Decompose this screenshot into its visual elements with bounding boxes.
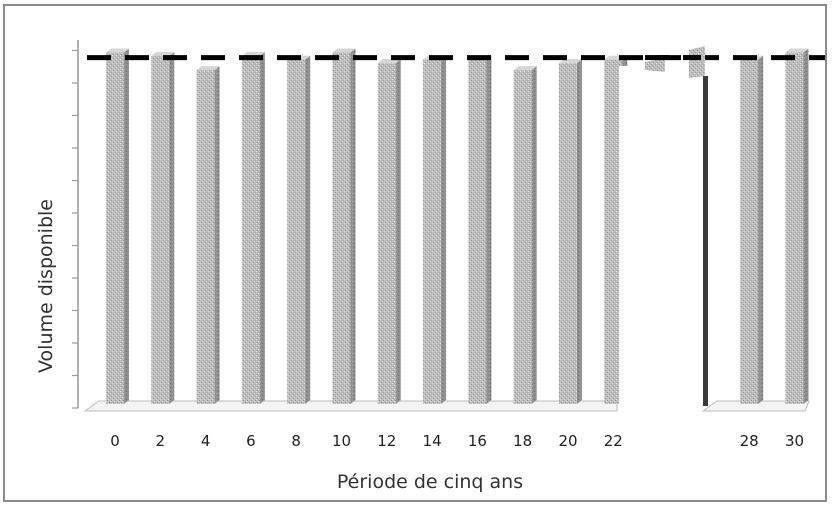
bar-30 xyxy=(785,48,809,404)
floor-right xyxy=(701,400,810,412)
bar-cap xyxy=(377,59,401,64)
bar-20 xyxy=(559,59,582,405)
x-tick-label-4: 4 xyxy=(201,432,211,450)
bar-6 xyxy=(241,52,265,404)
bar-front xyxy=(241,56,260,404)
bar-front xyxy=(468,59,487,404)
x-tick-label-18: 18 xyxy=(513,432,532,450)
x-tick-label-8: 8 xyxy=(291,432,301,450)
bar-front xyxy=(513,70,532,404)
bar-front xyxy=(106,52,124,404)
bar-front xyxy=(196,70,215,404)
bar-cap xyxy=(513,66,537,71)
x-tick-labels: 0 2 4 6 8 10 12 14 16 18 20 22 28 30 xyxy=(110,432,804,450)
bar-edge-fragment xyxy=(703,76,708,406)
bar-cap xyxy=(241,52,265,57)
bar-28 xyxy=(740,55,764,404)
x-axis-title: Période de cinq ans xyxy=(337,471,523,493)
x-tick-label-28: 28 xyxy=(740,432,759,450)
bar-side xyxy=(803,48,809,404)
x-tick-label-12: 12 xyxy=(377,432,396,450)
x-tick-label-0: 0 xyxy=(110,432,120,450)
bar-4 xyxy=(196,66,220,404)
bar-cap xyxy=(785,48,809,53)
bar-side xyxy=(259,52,265,404)
x-tick-label-2: 2 xyxy=(156,432,166,450)
bars xyxy=(106,48,809,405)
bar-front xyxy=(785,52,804,404)
x-tick-label-6: 6 xyxy=(246,432,256,450)
bar-side xyxy=(395,59,401,405)
x-tick-label-14: 14 xyxy=(423,432,442,450)
bar-side xyxy=(441,55,447,404)
bar-front xyxy=(604,59,623,404)
x-tick-label-10: 10 xyxy=(332,432,351,450)
x-tick-label-16: 16 xyxy=(468,432,487,450)
bar-side xyxy=(531,66,537,404)
bar-front xyxy=(377,63,396,405)
bar-cap xyxy=(559,59,582,64)
bar-cap xyxy=(106,48,129,53)
bar-cap xyxy=(151,52,175,57)
bar-cap xyxy=(196,66,220,71)
bar-front xyxy=(332,52,351,404)
x-tick-label-20: 20 xyxy=(558,432,577,450)
bar-0 xyxy=(106,48,129,404)
chart-frame: 0 2 4 6 8 10 12 14 16 18 20 22 28 30 Période de cinq … xyxy=(3,4,827,502)
y-axis xyxy=(72,40,79,409)
bar-front xyxy=(740,59,759,404)
bar-fragment xyxy=(645,58,665,72)
x-tick-label-22: 22 xyxy=(604,432,623,450)
bar-side xyxy=(486,55,492,404)
bar-side xyxy=(577,59,582,405)
missing-region xyxy=(619,46,708,416)
bar-8 xyxy=(287,55,311,404)
y-axis-title: Volume disponible xyxy=(35,199,57,373)
dash-fragment xyxy=(645,55,669,61)
bar-chart: 0 2 4 6 8 10 12 14 16 18 20 22 28 30 Période de cinq … xyxy=(35,40,825,493)
bar-side xyxy=(214,66,220,404)
x-tick-label-30: 30 xyxy=(785,432,804,450)
bar-16 xyxy=(468,55,492,404)
bar-14 xyxy=(423,55,447,404)
bar-2 xyxy=(151,52,175,404)
bar-side xyxy=(350,48,356,404)
bar-side xyxy=(305,55,311,404)
bar-side xyxy=(758,55,764,404)
bar-front xyxy=(423,59,442,404)
bar-front xyxy=(151,56,170,404)
bar-side xyxy=(124,48,129,404)
bar-front xyxy=(287,59,306,404)
bar-fragment xyxy=(689,46,705,78)
bar-18 xyxy=(513,66,537,404)
bar-12 xyxy=(377,59,401,405)
blank-gap xyxy=(619,66,701,416)
bar-side xyxy=(169,52,175,404)
dash-fragment xyxy=(683,55,701,61)
bar-10 xyxy=(332,48,356,404)
bar-front xyxy=(559,63,577,405)
bar-cap xyxy=(332,48,356,53)
